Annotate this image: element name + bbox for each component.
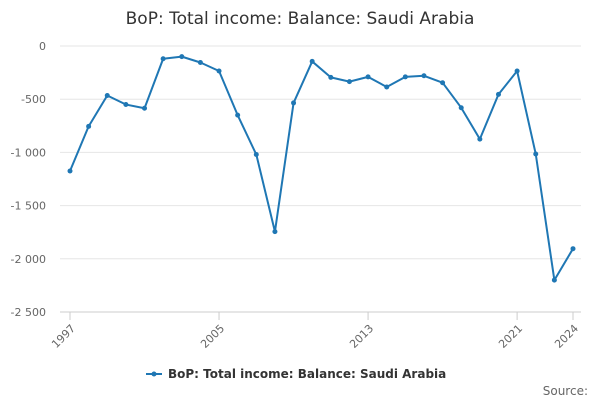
data-point[interactable]	[495, 91, 501, 97]
data-point[interactable]	[402, 74, 408, 80]
y-tick-label: 0	[39, 40, 46, 53]
y-axis-labels: 0 -500 -1 000 -1 500 -2 000 -2 500	[11, 40, 46, 319]
y-tick-label: -1 000	[11, 146, 46, 159]
y-gridlines	[60, 45, 581, 313]
data-point[interactable]	[421, 73, 427, 79]
data-point[interactable]	[253, 152, 259, 158]
y-tick-label: -500	[21, 93, 46, 106]
data-point[interactable]	[216, 68, 222, 74]
data-point[interactable]	[179, 54, 185, 60]
data-point[interactable]	[123, 102, 129, 108]
x-tick-label: 1997	[49, 322, 78, 351]
legend-label: BoP: Total income: Balance: Saudi Arabia	[168, 367, 446, 381]
x-tick-label: 2005	[198, 322, 227, 351]
source-label: Source:	[543, 384, 588, 398]
data-point[interactable]	[514, 68, 520, 74]
x-tick-label: 2024	[552, 322, 581, 351]
data-point[interactable]	[328, 74, 334, 80]
data-point[interactable]	[86, 123, 92, 129]
data-point[interactable]	[67, 168, 73, 174]
series-line[interactable]	[69, 55, 574, 282]
data-point[interactable]	[570, 246, 576, 252]
data-point[interactable]	[197, 59, 203, 65]
x-axis: 1997 2005 2013 2021 2024	[49, 311, 581, 351]
data-point[interactable]	[440, 80, 446, 86]
y-tick-label: -2 500	[11, 306, 46, 319]
data-point[interactable]	[104, 92, 110, 98]
data-point[interactable]	[533, 151, 539, 157]
y-tick-label: -2 000	[11, 253, 46, 266]
y-tick-label: -1 500	[11, 200, 46, 213]
data-point[interactable]	[160, 56, 166, 62]
data-point[interactable]	[291, 100, 297, 106]
data-point[interactable]	[235, 112, 241, 118]
legend[interactable]: BoP: Total income: Balance: Saudi Arabia	[146, 367, 446, 381]
series-group	[67, 54, 576, 283]
data-point[interactable]	[309, 58, 315, 64]
x-tick-label: 2021	[496, 322, 525, 351]
x-tick-label: 2013	[347, 322, 376, 351]
legend-marker-dot	[151, 371, 157, 377]
data-point[interactable]	[142, 105, 148, 111]
data-point[interactable]	[365, 74, 371, 80]
data-point[interactable]	[384, 84, 390, 90]
data-point[interactable]	[458, 105, 464, 111]
data-point[interactable]	[477, 136, 483, 142]
data-point[interactable]	[346, 79, 352, 85]
chart-title: BoP: Total income: Balance: Saudi Arabia	[126, 9, 475, 29]
data-point[interactable]	[551, 277, 557, 283]
data-point[interactable]	[272, 229, 278, 235]
